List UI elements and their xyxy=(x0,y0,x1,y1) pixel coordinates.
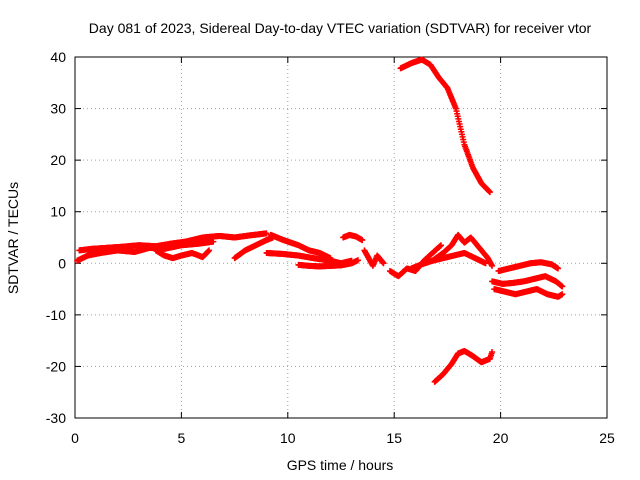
axis-ticks xyxy=(74,56,608,419)
y-tick-label: -10 xyxy=(46,307,66,323)
series-arc-early-band-lower xyxy=(74,238,217,264)
series-arc-13h-dips xyxy=(361,247,387,269)
x-axis-label: GPS time / hours xyxy=(287,457,394,473)
series-arc-high xyxy=(397,56,493,196)
y-tick-label: 0 xyxy=(58,255,66,271)
grid xyxy=(75,57,607,418)
data-point xyxy=(489,262,496,269)
data-point xyxy=(486,189,493,196)
y-tick-label: 30 xyxy=(50,101,66,117)
data-marks xyxy=(74,56,566,385)
x-tick-label: 25 xyxy=(599,430,615,446)
series-arc-evening-lower xyxy=(491,286,566,300)
x-tick-label: 10 xyxy=(280,430,296,446)
data-point xyxy=(355,257,362,264)
series-arc-afternoon-lower xyxy=(295,257,362,270)
tick-labels: 0 5 10 15 20 25 -30 -20 -10 0 10 20 30 40 xyxy=(46,49,615,446)
series-arc-negative xyxy=(431,347,496,385)
y-tick-label: -30 xyxy=(46,410,66,426)
series-arc-evening-middle xyxy=(489,273,566,290)
data-point xyxy=(206,247,213,254)
x-tick-label: 15 xyxy=(386,430,402,446)
data-point xyxy=(210,238,217,245)
chart-title: Day 081 of 2023, Sidereal Day-to-day VTE… xyxy=(89,20,592,36)
data-point xyxy=(555,265,562,272)
data-point xyxy=(438,242,445,249)
y-tick-label: 10 xyxy=(50,204,66,220)
y-tick-label: 20 xyxy=(50,152,66,168)
data-point xyxy=(559,291,566,298)
x-tick-label: 0 xyxy=(71,430,79,446)
data-point xyxy=(489,348,496,355)
y-tick-label: -20 xyxy=(46,358,66,374)
series-arc-afternoon-upper xyxy=(267,231,334,262)
series-arc-17h-peaks xyxy=(429,231,496,269)
data-point xyxy=(359,237,366,244)
series-arc-13h-short xyxy=(340,231,366,244)
data-point xyxy=(263,230,270,237)
plot-frame xyxy=(74,56,608,419)
x-tick-label: 20 xyxy=(493,430,509,446)
y-axis-label: SDTVAR / TECUs xyxy=(5,182,21,294)
series-arc-evening-upper xyxy=(495,259,562,275)
series-arc-morning-dip xyxy=(152,247,213,262)
y-tick-label: 40 xyxy=(50,49,66,65)
data-point xyxy=(380,260,387,267)
data-point xyxy=(559,283,566,290)
x-tick-label: 5 xyxy=(178,430,186,446)
